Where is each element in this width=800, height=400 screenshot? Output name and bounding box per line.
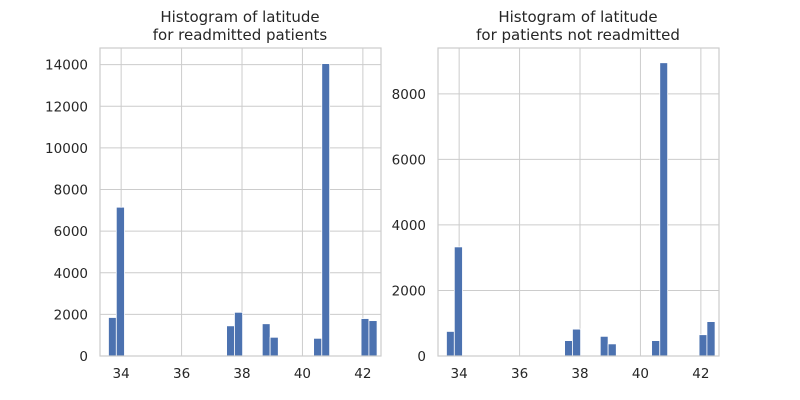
chart-right: Histogram of latitude for patients not r… [392,8,720,382]
left-x-tick-label: 42 [354,366,371,382]
chart-left-title-line-1: Histogram of latitude [160,8,319,26]
left-histogram-bar [360,318,370,357]
chart-right-title-line-2: for patients not readmitted [476,26,680,44]
left-y-tick-label: 2000 [54,307,88,323]
left-y-tick-label: 8000 [54,183,88,199]
right-x-tick-label: 36 [511,366,528,382]
right-histogram-bar [564,340,573,357]
left-plot-frame [99,47,382,357]
left-y-tick-label: 4000 [54,266,88,282]
chart-left-plot-area: 34 36 38 40 42 0 2000 4000 6000 8000 10000 12000 140… [45,47,382,382]
left-y-tick-label: 6000 [54,224,88,240]
right-x-tick-label: 42 [692,366,709,382]
right-y-tick-label: 0 [417,349,426,365]
right-histogram-bar [607,343,617,357]
left-histogram-bar [261,323,271,357]
left-histogram-bar [368,320,378,357]
right-histogram-bar [698,334,708,357]
left-histogram-bar [313,337,323,357]
chart-right-plot-area: 34 36 38 40 42 0 2000 4000 6000 8000 [392,47,720,382]
left-histogram-bar [115,206,125,357]
right-x-tick-label: 34 [451,366,468,382]
right-y-tick-label: 8000 [392,87,426,103]
chart-left-title-line-2: for readmitted patients [153,26,328,44]
left-histogram-bar [234,311,244,357]
left-x-tick-label: 38 [233,366,250,382]
right-histogram-bar [572,328,582,357]
right-y-tick-label: 2000 [392,283,426,299]
right-histogram-bar [651,340,661,357]
left-histogram-bar [321,63,331,357]
left-y-tick-label: 10000 [45,141,88,157]
right-histogram-bar [446,331,455,357]
right-histogram-bar [706,321,716,357]
right-y-tick-label: 4000 [392,218,426,234]
right-y-tick-label: 6000 [392,152,426,168]
right-histogram-bar [453,246,463,357]
left-histogram-bar [108,317,117,357]
right-histogram-bar [599,335,609,357]
left-y-tick-label: 14000 [45,58,88,74]
left-x-tick-label: 36 [173,366,190,382]
right-x-tick-label: 38 [571,366,588,382]
right-plot-frame [437,47,720,357]
left-y-tick-label: 0 [79,349,88,365]
right-x-tick-label: 40 [632,366,649,382]
chart-right-title-line-1: Histogram of latitude [498,8,657,26]
chart-left: Histogram of latitude for readmitted pat… [45,8,382,382]
left-x-tick-label: 34 [113,366,130,382]
right-histogram-bar [659,62,669,357]
left-x-tick-label: 40 [294,366,311,382]
left-histogram-bar [269,336,279,357]
left-y-tick-label: 12000 [45,99,88,115]
left-histogram-bar [226,325,235,357]
